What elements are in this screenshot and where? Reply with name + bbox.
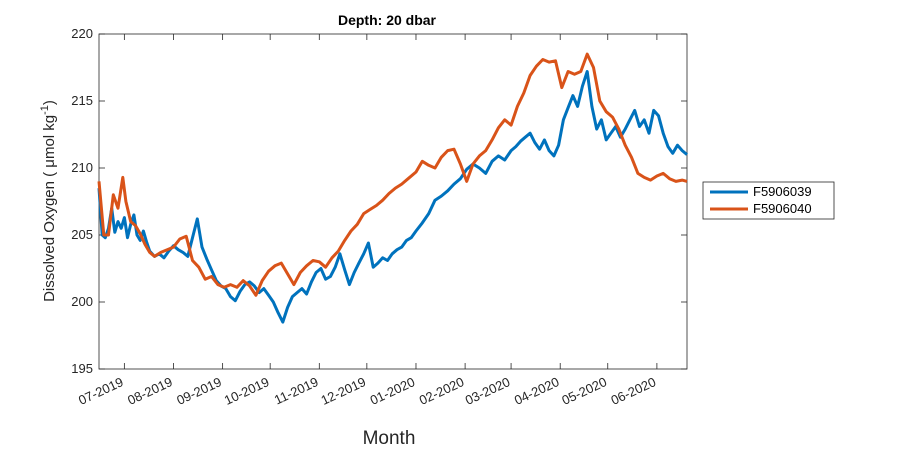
y-axis-label-superscript: -1: [39, 105, 51, 115]
series-line-F5906040: [97, 52, 688, 297]
legend-label: F5906040: [753, 201, 812, 216]
plot-area: [98, 33, 688, 370]
y-tick-label: 220: [71, 26, 93, 41]
y-tick-label: 210: [71, 160, 93, 175]
x-axis-label: Month: [363, 428, 416, 449]
y-axis-label: Dissolved Oxygen ( μmol kg-1): [39, 100, 58, 302]
y-tick-label: 200: [71, 294, 93, 309]
y-axis-label-text: Dissolved Oxygen ( μmol kg: [41, 115, 58, 302]
legend-box: [702, 181, 835, 220]
chart-title: Depth: 20 dbar: [338, 12, 437, 28]
y-tick-label: 205: [71, 227, 93, 242]
y-axis-label-close: ): [41, 100, 58, 105]
legend-label: F5906039: [753, 184, 812, 199]
legend: F5906039 F5906040: [702, 181, 835, 220]
y-tick-label: 215: [71, 93, 93, 108]
svg-text:Dissolved Oxygen ( μmol kg-1: Dissolved Oxygen ( μmol kg-1): [39, 100, 58, 302]
series-lines: [97, 52, 688, 324]
y-axis: 195 200 205 210 215 220: [71, 26, 687, 376]
y-tick-label: 195: [71, 361, 93, 376]
